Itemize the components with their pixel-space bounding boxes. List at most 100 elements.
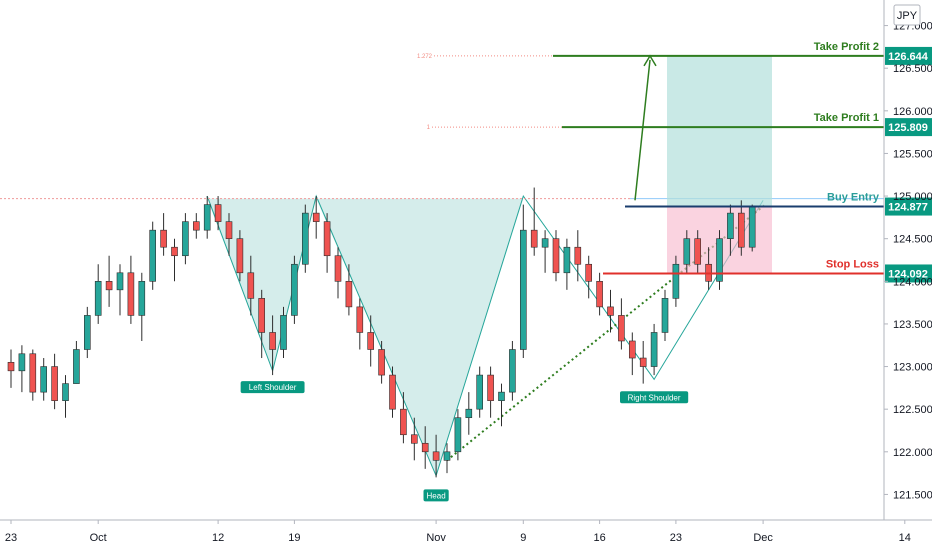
candle-body[interactable] (73, 349, 80, 384)
fib-label: 1 (427, 125, 431, 131)
x-tick-label: 16 (593, 532, 605, 544)
candle-body[interactable] (94, 281, 102, 316)
candle-body[interactable] (116, 272, 124, 291)
candle-body[interactable] (214, 204, 222, 222)
candle-body[interactable] (650, 332, 658, 367)
candle-body[interactable] (432, 451, 440, 461)
candle-body[interactable] (345, 281, 353, 308)
candle-body[interactable] (574, 246, 582, 265)
price-badge (885, 264, 932, 283)
candle-body[interactable] (312, 212, 320, 222)
y-tick-label: 124.000 (893, 276, 932, 288)
candle-body[interactable] (454, 417, 462, 453)
candle-body[interactable] (171, 246, 178, 257)
candle-body[interactable] (225, 221, 233, 239)
y-tick-label: 125.000 (893, 191, 932, 203)
price-badge-label: 126.644 (888, 51, 929, 63)
candle-body[interactable] (628, 340, 636, 359)
candle-body[interactable] (236, 238, 244, 274)
candle-body[interactable] (378, 349, 385, 376)
candle-body[interactable] (563, 246, 571, 274)
candle-body[interactable] (127, 272, 135, 316)
candle-body[interactable] (356, 306, 364, 333)
candle-body[interactable] (443, 451, 451, 461)
candle-body[interactable] (683, 238, 691, 265)
candle-body[interactable] (7, 361, 15, 372)
candle-body[interactable] (182, 221, 189, 257)
pattern-area (316, 198, 524, 476)
candle-body[interactable] (51, 366, 58, 401)
candle-body[interactable] (247, 272, 255, 299)
candle-body[interactable] (639, 357, 647, 367)
candle-body[interactable] (694, 238, 702, 265)
candle-body[interactable] (421, 442, 429, 453)
candle-body[interactable] (607, 306, 614, 316)
arrow-head (643, 54, 657, 67)
y-tick-label: 125.500 (893, 148, 932, 160)
candle-body[interactable] (748, 205, 756, 248)
price-badge-label: 124.877 (888, 202, 928, 214)
candle-body[interactable] (29, 353, 37, 393)
candle-body[interactable] (400, 408, 407, 436)
candle-body[interactable] (465, 408, 473, 419)
pattern-badge (423, 489, 449, 502)
candle-body[interactable] (301, 212, 309, 265)
price-badge (885, 118, 932, 137)
candle-body[interactable] (291, 263, 298, 316)
y-tick-label: 124.500 (893, 234, 932, 246)
candle-body[interactable] (509, 349, 516, 393)
candle-body[interactable] (585, 263, 593, 282)
candle-body[interactable] (323, 221, 331, 257)
price-badge (885, 46, 932, 65)
pattern-badge (620, 391, 689, 404)
candle-body[interactable] (18, 353, 26, 372)
candle-body[interactable] (530, 229, 538, 248)
candle-body[interactable] (203, 204, 211, 231)
candle-body[interactable] (618, 315, 625, 342)
candle-body[interactable] (160, 229, 167, 248)
level-name: Take Profit 1 (814, 112, 879, 124)
candle-body[interactable] (334, 255, 342, 282)
candle-body[interactable] (40, 366, 48, 393)
candle-body[interactable] (193, 221, 200, 231)
candle-body[interactable] (138, 281, 146, 316)
x-tick-label: 23 (5, 532, 17, 544)
candle-body[interactable] (84, 315, 91, 350)
candle-body[interactable] (367, 332, 375, 350)
x-tick-label: 23 (670, 532, 682, 544)
y-tick-label: 123.500 (893, 319, 932, 331)
price-badge (885, 197, 932, 216)
candle-body[interactable] (269, 332, 276, 350)
candle-body[interactable] (389, 374, 396, 410)
candle-body[interactable] (62, 383, 69, 401)
currency-label: JPY (897, 10, 918, 22)
candle-body[interactable] (498, 391, 505, 401)
candle-body[interactable] (716, 238, 723, 282)
candle-body[interactable] (519, 229, 527, 350)
candle-body[interactable] (541, 238, 549, 248)
candle-body[interactable] (672, 263, 680, 299)
y-tick-label: 122.500 (893, 404, 932, 416)
level-name: Buy Entry (827, 192, 880, 204)
candle-body[interactable] (596, 281, 603, 308)
candle-body[interactable] (737, 212, 745, 248)
candle-body[interactable] (661, 298, 669, 333)
candle-body[interactable] (487, 374, 494, 401)
y-tick-label: 127.000 (893, 21, 932, 33)
candle-body[interactable] (410, 434, 418, 444)
candle-body[interactable] (149, 229, 156, 282)
candle-body[interactable] (476, 374, 484, 410)
candle-body[interactable] (105, 281, 113, 291)
x-tick-label: Dec (753, 532, 773, 544)
pattern-badge (240, 381, 305, 394)
y-tick-label: 122.000 (893, 447, 932, 459)
candle-body[interactable] (280, 315, 287, 350)
price-badge-label: 124.092 (888, 268, 928, 280)
candle-body[interactable] (727, 212, 734, 239)
fib-label: 1.272 (417, 54, 433, 60)
currency-badge[interactable] (893, 4, 921, 26)
candle-body[interactable] (258, 298, 266, 333)
candle-body[interactable] (552, 238, 560, 274)
y-tick-label: 123.000 (893, 362, 932, 374)
